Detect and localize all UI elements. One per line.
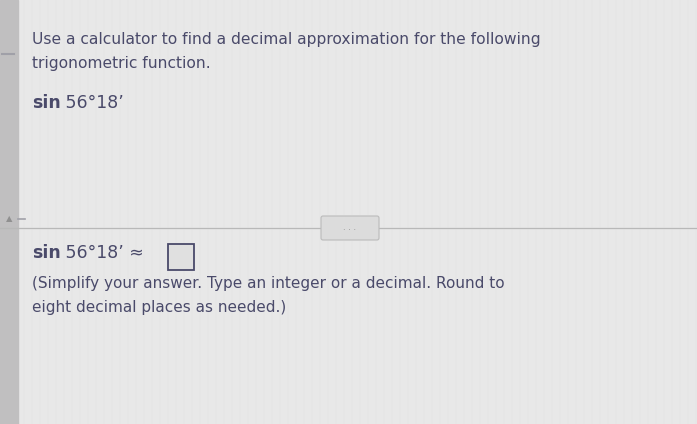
Text: eight decimal places as needed.): eight decimal places as needed.): [32, 300, 286, 315]
Text: (Simplify your answer. Type an integer or a decimal. Round to: (Simplify your answer. Type an integer o…: [32, 276, 505, 291]
FancyBboxPatch shape: [321, 216, 379, 240]
Text: 56°18’: 56°18’: [60, 94, 124, 112]
Bar: [0, 0, 18, 424]
Text: trigonometric function.: trigonometric function.: [32, 56, 210, 71]
Text: ▲: ▲: [6, 215, 13, 223]
Text: sin: sin: [32, 94, 61, 112]
Text: sin: sin: [32, 244, 61, 262]
Bar: [168, 244, 194, 270]
Text: Use a calculator to find a decimal approximation for the following: Use a calculator to find a decimal appro…: [32, 32, 541, 47]
Text: 56°18’ ≈: 56°18’ ≈: [60, 244, 149, 262]
Text: . . .: . . .: [344, 223, 357, 232]
